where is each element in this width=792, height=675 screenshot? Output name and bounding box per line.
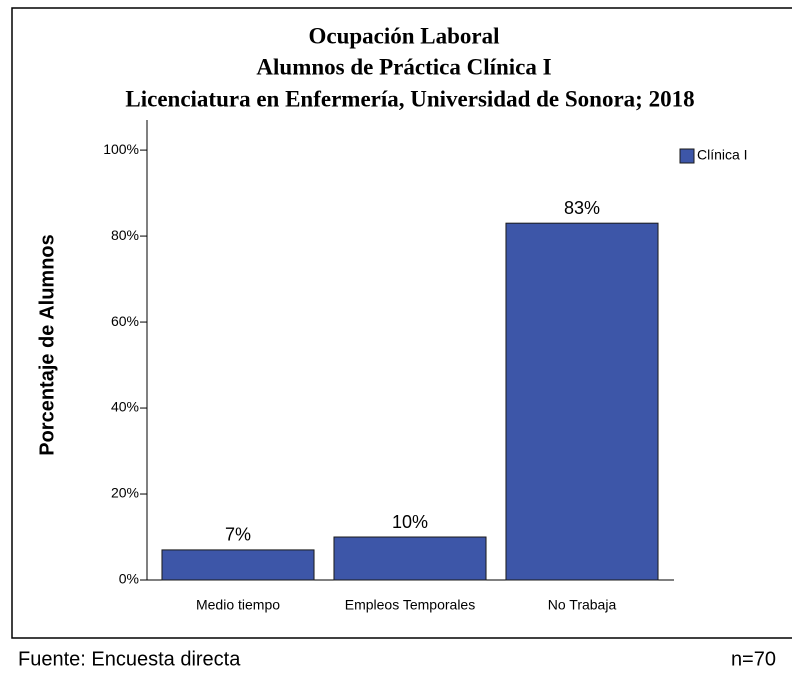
sample-size: n=70 xyxy=(731,648,776,670)
x-tick-label: Medio tiempo xyxy=(196,597,280,613)
value-label: 83% xyxy=(564,198,600,218)
bar xyxy=(161,549,315,581)
legend-label: Clínica I xyxy=(697,147,748,163)
y-tick-label: 100% xyxy=(103,141,139,157)
x-tick-label: No Trabaja xyxy=(548,597,617,613)
frame xyxy=(11,7,792,639)
value-label: 7% xyxy=(225,525,251,545)
y-tick-label: 0% xyxy=(119,571,139,587)
bar xyxy=(505,222,659,581)
y-tick-label: 80% xyxy=(111,227,139,243)
y-tick-label: 40% xyxy=(111,399,139,415)
x-tick-label: Empleos Temporales xyxy=(345,597,475,613)
y-tick-label: 60% xyxy=(111,313,139,329)
y-axis-label: Porcentaje de Alumnos xyxy=(36,234,58,456)
source: Fuente: Encuesta directa xyxy=(18,648,241,670)
chart-title: Ocupación Laboral xyxy=(308,23,499,48)
y-tick-label: 20% xyxy=(111,485,139,501)
bar xyxy=(333,536,487,581)
chart-title: Alumnos de Práctica Clínica I xyxy=(256,54,551,79)
value-label: 10% xyxy=(392,512,428,532)
legend-swatch xyxy=(679,148,695,164)
chart-title: Licenciatura en Enfermería, Universidad … xyxy=(125,86,694,111)
